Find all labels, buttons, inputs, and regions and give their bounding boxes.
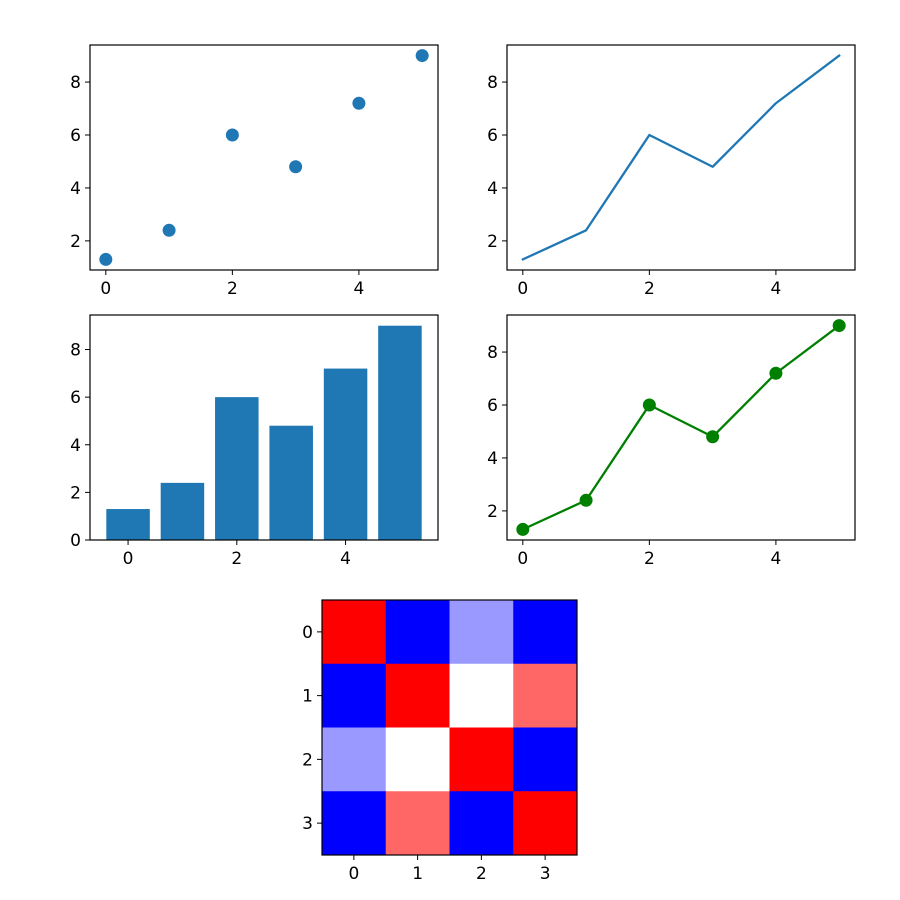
y-tick-label: 8 <box>70 73 81 93</box>
x-tick-label: 2 <box>227 279 238 299</box>
y-tick-label: 2 <box>302 750 313 770</box>
heatmap-cell <box>513 791 578 856</box>
heatmap-cell <box>385 727 450 792</box>
scatter-point <box>415 49 429 63</box>
scatter-plot: 0 2 4 2 4 6 8 <box>70 44 439 299</box>
x-tick-label: 2 <box>231 549 242 569</box>
y-tick-label: 6 <box>487 126 498 146</box>
axes-frame <box>89 44 439 271</box>
line-marker <box>706 430 720 444</box>
x-tick-label: 2 <box>644 549 655 569</box>
x-tick-label: 4 <box>770 549 781 569</box>
heatmap-cell <box>449 600 514 665</box>
y-tick-label: 6 <box>487 396 498 416</box>
x-tick-label: 0 <box>100 279 111 299</box>
scatter-point <box>352 96 366 110</box>
heatmap-cell <box>449 663 514 728</box>
heatmap-cell <box>322 663 387 728</box>
scatter-point <box>225 128 239 142</box>
heatmap-cell <box>385 600 450 665</box>
bar <box>106 509 150 540</box>
y-tick-label: 1 <box>302 687 313 707</box>
x-tick-label: 0 <box>348 864 359 884</box>
x-tick-label: 4 <box>340 549 351 569</box>
heatmap-cell <box>322 791 387 856</box>
x-tick-label: 0 <box>517 549 528 569</box>
line-marker <box>832 319 846 333</box>
x-tick-label: 0 <box>517 279 528 299</box>
scatter-point <box>289 160 303 174</box>
y-tick-label: 4 <box>70 179 81 199</box>
y-tick-label: 8 <box>487 73 498 93</box>
y-tick-label: 0 <box>70 531 81 551</box>
axes-frame <box>321 599 578 856</box>
line-plot: 0 2 4 2 4 6 8 <box>487 44 856 299</box>
series-line <box>521 53 841 261</box>
y-tick-label: 0 <box>302 623 313 643</box>
axes-frame <box>89 314 439 541</box>
heatmap-cell <box>322 727 387 792</box>
y-tick-label: 2 <box>487 232 498 252</box>
x-tick-label: 3 <box>540 864 551 884</box>
x-tick-label: 4 <box>353 279 364 299</box>
y-tick-label: 8 <box>487 343 498 363</box>
series-line <box>521 323 841 531</box>
y-tick-label: 4 <box>70 436 81 456</box>
y-tick-label: 8 <box>70 341 81 361</box>
y-tick-label: 4 <box>487 449 498 469</box>
heatmap-cell <box>513 663 578 728</box>
bar <box>269 425 313 540</box>
y-tick-label: 6 <box>70 388 81 408</box>
heatmap-cell <box>385 791 450 856</box>
heatmap-cell <box>322 600 387 665</box>
axes-frame <box>506 314 856 541</box>
bar <box>215 397 259 540</box>
heatmap-cell <box>513 600 578 665</box>
bar <box>378 325 422 540</box>
scatter-point <box>162 223 176 237</box>
line-marker <box>769 366 783 380</box>
axes-frame <box>506 44 856 271</box>
x-tick-label: 1 <box>412 864 423 884</box>
heatmap: 0 1 2 3 0 1 2 3 <box>302 599 578 884</box>
heatmap-cell <box>385 663 450 728</box>
y-tick-label: 4 <box>487 179 498 199</box>
bar <box>323 368 368 540</box>
y-tick-label: 2 <box>70 483 81 503</box>
x-tick-label: 4 <box>770 279 781 299</box>
line-marker-plot: 0 2 4 2 4 6 8 <box>487 314 856 569</box>
line-marker <box>579 493 593 507</box>
bar-chart: 0 2 4 0 2 4 6 8 <box>70 314 439 569</box>
heatmap-cell <box>449 791 514 856</box>
line-marker <box>642 398 656 412</box>
x-tick-label: 2 <box>644 279 655 299</box>
heatmap-cell <box>513 727 578 792</box>
heatmap-cell <box>449 727 514 792</box>
x-tick-label: 2 <box>476 864 487 884</box>
y-tick-label: 2 <box>70 232 81 252</box>
y-tick-label: 6 <box>70 126 81 146</box>
x-tick-label: 0 <box>123 549 134 569</box>
bar <box>160 482 205 540</box>
scatter-point <box>99 252 113 266</box>
line-marker <box>516 522 530 536</box>
y-tick-label: 2 <box>487 502 498 522</box>
y-tick-label: 3 <box>302 814 313 834</box>
